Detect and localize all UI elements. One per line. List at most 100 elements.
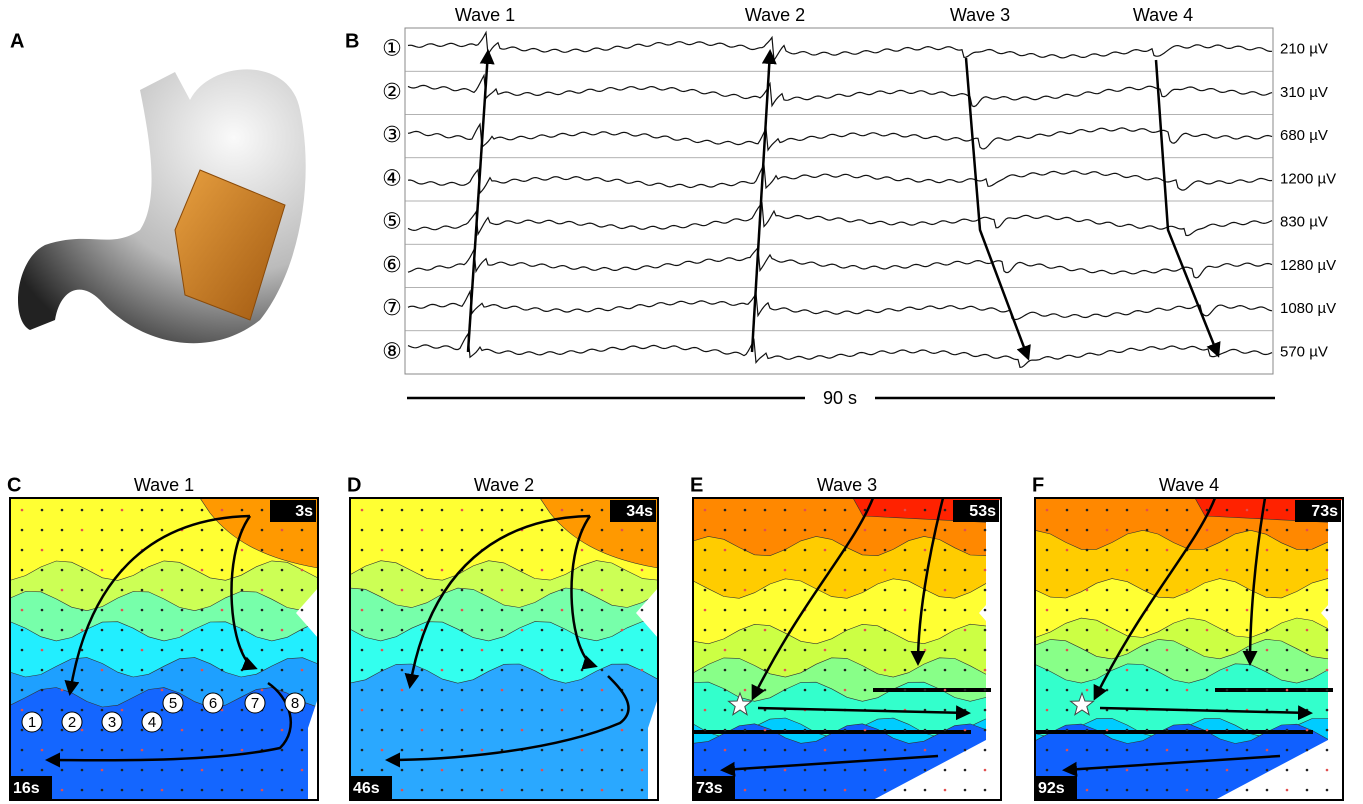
start-time: 73s bbox=[1311, 503, 1338, 520]
electrode-dot bbox=[743, 588, 747, 592]
electrode-dot bbox=[400, 708, 404, 712]
electrode-number: 7 bbox=[251, 695, 259, 712]
electrode-dot bbox=[1165, 648, 1169, 652]
electrode-dot bbox=[180, 788, 184, 792]
end-time: 73s bbox=[696, 780, 723, 797]
electrode-dot bbox=[360, 708, 364, 712]
electrode-dot bbox=[703, 628, 707, 632]
electrode-dot bbox=[983, 628, 987, 632]
electrode-dot bbox=[420, 688, 424, 692]
electrode-dot bbox=[1105, 668, 1109, 672]
electrode-dot bbox=[100, 568, 104, 572]
electrode-dot bbox=[783, 548, 787, 552]
electrode-dot bbox=[783, 568, 787, 572]
electrode-dot bbox=[640, 588, 644, 592]
electrode-dot bbox=[1245, 528, 1249, 532]
electrode-dot bbox=[200, 548, 204, 552]
electrode-dot bbox=[723, 628, 727, 632]
electrode-dot bbox=[240, 728, 244, 732]
electrode-dot bbox=[620, 768, 624, 772]
electrode-dot bbox=[1245, 628, 1249, 632]
electrode-dot bbox=[280, 588, 284, 592]
electrode-dot bbox=[823, 788, 827, 792]
electrode-dot bbox=[1065, 748, 1069, 752]
electrode-dot bbox=[943, 548, 947, 552]
electrode-dot bbox=[560, 608, 564, 612]
electrode-dot bbox=[703, 768, 707, 772]
propagation-arrow bbox=[1093, 497, 1217, 701]
electrode-dot bbox=[440, 668, 444, 672]
electrode-dot bbox=[600, 568, 604, 572]
electrode-dot bbox=[743, 688, 747, 692]
electrode-dot bbox=[220, 688, 224, 692]
electrode-dot bbox=[1085, 688, 1089, 692]
electrode-dot bbox=[180, 668, 184, 672]
electrode-dot bbox=[140, 648, 144, 652]
electrode-dot bbox=[480, 728, 484, 732]
electrode-dot bbox=[100, 608, 104, 612]
electrode-dot bbox=[1045, 768, 1049, 772]
electrode-dot bbox=[40, 568, 44, 572]
electrode-dot bbox=[1105, 728, 1109, 732]
electrode-dot bbox=[160, 728, 164, 732]
electrode-dot bbox=[963, 628, 967, 632]
electrode-dot bbox=[260, 628, 264, 632]
electrode-dot bbox=[380, 708, 384, 712]
electrode-dot bbox=[600, 508, 604, 512]
electrode-dot bbox=[260, 768, 264, 772]
electrode-dot bbox=[843, 728, 847, 732]
electrode-dot bbox=[100, 788, 104, 792]
panel-letter: D bbox=[347, 474, 361, 496]
electrode-dot bbox=[823, 748, 827, 752]
electrode-dot bbox=[1065, 528, 1069, 532]
trace bbox=[407, 289, 1273, 321]
electrode-number: 4 bbox=[148, 714, 156, 731]
map-frame bbox=[349, 497, 659, 801]
electrode-dot bbox=[1145, 748, 1149, 752]
electrode-dot bbox=[120, 588, 124, 592]
electrode-dot bbox=[703, 708, 707, 712]
electrode-dot bbox=[783, 788, 787, 792]
electrode-dot bbox=[500, 528, 504, 532]
electrode-dot bbox=[440, 748, 444, 752]
electrode-dot bbox=[640, 788, 644, 792]
electrode-dot bbox=[1045, 688, 1049, 692]
electrode-dot bbox=[1085, 508, 1089, 512]
electrode-dot bbox=[723, 548, 727, 552]
electrode-dot bbox=[120, 748, 124, 752]
electrode-dot bbox=[1305, 548, 1309, 552]
electrode-dot bbox=[1285, 728, 1289, 732]
electrode-dot bbox=[560, 668, 564, 672]
electrode-dot bbox=[883, 548, 887, 552]
electrode-dot bbox=[1205, 568, 1209, 572]
electrode-dot bbox=[1285, 788, 1289, 792]
amplitude-label: 1080 µV bbox=[1280, 300, 1336, 317]
electrode-dot bbox=[1225, 748, 1229, 752]
electrode-dot bbox=[863, 648, 867, 652]
electrode-dot bbox=[1225, 768, 1229, 772]
electrode-dot bbox=[20, 688, 24, 692]
electrode-dot bbox=[1105, 588, 1109, 592]
electrode-dot bbox=[280, 788, 284, 792]
electrode-dot bbox=[80, 708, 84, 712]
electrode-dot bbox=[440, 608, 444, 612]
electrode-dot bbox=[560, 688, 564, 692]
electrode-dot bbox=[1065, 608, 1069, 612]
electrode-dot bbox=[120, 708, 124, 712]
electrode-dot bbox=[220, 568, 224, 572]
electrode-dot bbox=[60, 608, 64, 612]
electrode-dot bbox=[380, 648, 384, 652]
electrode-dot bbox=[1145, 568, 1149, 572]
electrode-dot bbox=[743, 728, 747, 732]
electrode-dot bbox=[1305, 648, 1309, 652]
trace bbox=[407, 246, 1273, 279]
electrode-dot bbox=[1045, 728, 1049, 732]
activation-map bbox=[1034, 497, 1344, 801]
electrode-dot bbox=[420, 748, 424, 752]
electrode-dot bbox=[1165, 548, 1169, 552]
electrode-dot bbox=[620, 708, 624, 712]
electrode-dot bbox=[883, 688, 887, 692]
electrode-marker bbox=[162, 692, 184, 714]
electrode-dot bbox=[240, 508, 244, 512]
electrode-dot bbox=[863, 548, 867, 552]
